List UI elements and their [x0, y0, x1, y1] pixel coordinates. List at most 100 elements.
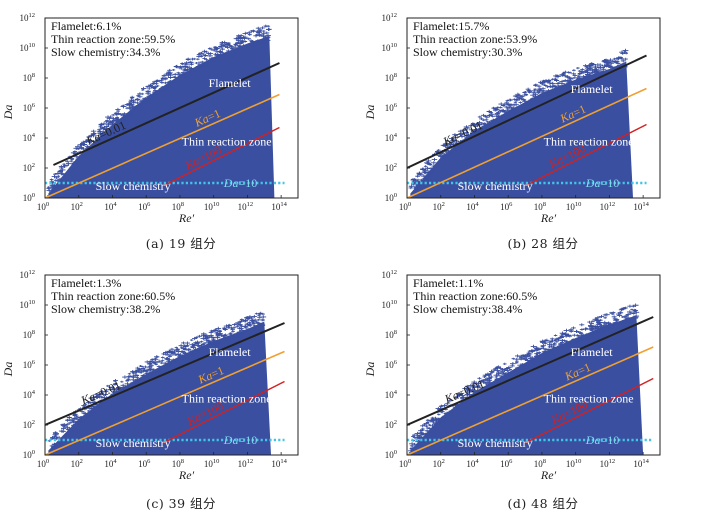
scatter-marker: [215, 334, 221, 338]
scatter-marker: [103, 392, 109, 396]
scatter-marker: [225, 45, 231, 50]
scatter-marker: [111, 125, 117, 129]
scatter-marker: [521, 98, 526, 102]
scatter-marker: [414, 185, 419, 189]
scatter-marker: [218, 45, 224, 49]
scatter-marker: [571, 326, 576, 330]
scatter-marker: [263, 35, 268, 39]
scatter-marker: [536, 97, 541, 101]
x-tick-label: 1014: [271, 201, 287, 212]
scatter-marker: [199, 64, 206, 69]
scatter-marker: [210, 336, 214, 339]
scatter-marker: [132, 372, 136, 375]
ka1-line: [45, 350, 285, 455]
scatter-marker: [61, 426, 67, 430]
scatter-marker: [499, 377, 504, 380]
scatter-marker: [189, 69, 196, 73]
scatter-marker: [422, 176, 429, 181]
scatter-marker: [159, 79, 164, 82]
region-slow: Slow chemistry: [458, 436, 533, 450]
scatter-marker: [448, 137, 454, 141]
scatter-marker: [257, 312, 262, 316]
scatter-marker: [565, 75, 571, 79]
scatter-marker: [530, 97, 535, 101]
scatter-marker: [185, 348, 192, 352]
scatter-marker: [573, 82, 578, 85]
scatter-marker: [200, 63, 205, 67]
scatter-marker: [583, 77, 590, 82]
scatter-marker: [533, 354, 540, 359]
scatter-marker: [557, 85, 562, 89]
scatter-marker: [587, 320, 592, 324]
y-tick-label: 106: [23, 102, 36, 113]
scatter-marker: [471, 131, 477, 135]
scatter-marker: [579, 328, 585, 331]
scatter-marker: [529, 357, 533, 361]
scatter-marker: [96, 395, 101, 398]
scatter-marker: [620, 315, 625, 318]
scatter-marker: [512, 94, 518, 98]
scatter-marker: [512, 109, 519, 114]
scatter-marker: [174, 346, 178, 349]
y-tick-label: 106: [385, 102, 398, 113]
scatter-marker: [100, 126, 105, 130]
scatter-marker: [578, 339, 583, 343]
scatter-marker: [125, 385, 131, 388]
scatter-marker: [86, 414, 91, 417]
scatter-marker: [136, 106, 141, 109]
scatter-marker: [545, 348, 549, 351]
scatter-marker: [173, 76, 179, 80]
caption-c: (c) 39 组分: [145, 496, 217, 511]
caption-a: (a) 19 组分: [145, 236, 217, 251]
scatter-marker: [127, 102, 133, 106]
scatter-marker: [161, 74, 167, 77]
scatter-marker: [154, 371, 159, 375]
scatter-marker: [183, 69, 189, 73]
scatter-marker: [623, 57, 628, 61]
scatter-marker: [197, 334, 202, 338]
scatter-marker: [576, 77, 582, 81]
scatter-marker: [444, 142, 450, 146]
scatter-marker: [167, 80, 172, 83]
x-tick-label: 1010: [204, 201, 220, 212]
scatter-marker: [259, 318, 265, 322]
scatter-marker: [223, 324, 230, 328]
scatter-marker: [463, 134, 469, 138]
scatter-marker: [479, 117, 484, 121]
scatter-marker: [173, 65, 179, 68]
scatter-marker: [417, 434, 422, 437]
scatter-marker: [176, 71, 181, 74]
scatter-marker: [543, 352, 548, 355]
scatter-marker: [511, 107, 517, 111]
scatter-marker: [418, 173, 424, 177]
scatter-marker: [487, 120, 492, 123]
scatter-marker: [173, 80, 178, 84]
scatter-marker: [408, 184, 415, 188]
scatter-marker: [156, 369, 162, 373]
scatter-marker: [504, 101, 509, 105]
scatter-marker: [251, 314, 257, 319]
scatter-marker: [564, 340, 569, 343]
scatter-marker: [224, 335, 230, 340]
scatter-marker: [162, 77, 168, 81]
scatter-marker: [611, 315, 617, 319]
y-axis-label: Da: [1, 362, 15, 378]
panel-c: 100 102 104 106 108 1010 1012 1014 100 102 104 106 1…: [0, 257, 362, 514]
scatter-marker: [126, 378, 130, 381]
x-tick-label: 1010: [566, 201, 582, 212]
scatter-marker: [217, 329, 223, 333]
scatter-marker: [555, 74, 560, 77]
scatter-marker: [506, 103, 512, 107]
scatter-marker: [579, 323, 585, 327]
scatter-marker: [50, 187, 55, 191]
scatter-marker: [95, 136, 99, 139]
scatter-marker: [584, 327, 589, 330]
scatter-marker: [153, 357, 157, 361]
y-tick-label: 1010: [382, 42, 398, 53]
panel-b: 100 102 104 106 108 1010 1012 1014 100 102 104 106 1…: [362, 0, 724, 257]
stat-line: Thin reaction zone:60.5%: [413, 289, 537, 303]
ka1-label: Ka=1: [191, 106, 222, 130]
scatter-marker: [111, 113, 116, 117]
scatter-marker: [619, 322, 625, 325]
